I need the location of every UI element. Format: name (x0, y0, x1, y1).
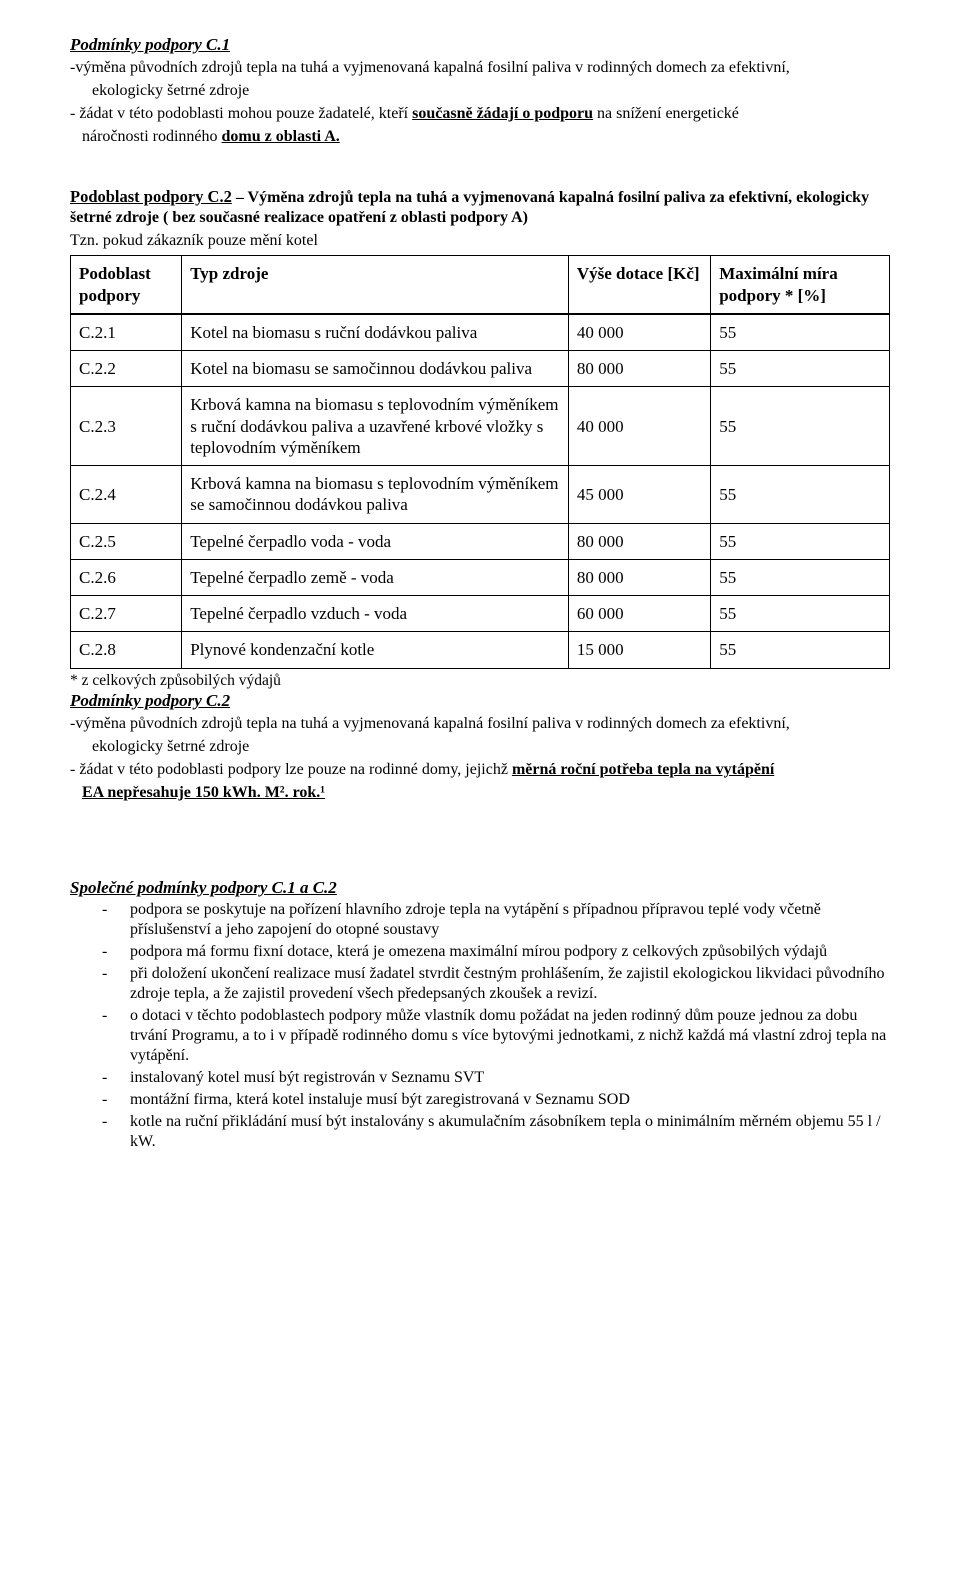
cell: C.2.2 (71, 351, 182, 387)
table-header-row: Podoblast podpory Typ zdroje Výše dotace… (71, 256, 890, 314)
c2-tzn: Tzn. pokud zákazník pouze mění kotel (70, 231, 890, 251)
table-row: C.2.3 Krbová kamna na biomasu s teplovod… (71, 387, 890, 466)
heading-c1: Podmínky podpory C.1 (70, 34, 890, 55)
cell: Krbová kamna na biomasu s teplovodním vý… (182, 466, 569, 524)
th-2: Výše dotace [Kč] (568, 256, 710, 314)
c2cond-line4-u: EA nepřesahuje 150 kWh. M². rok.¹ (82, 784, 325, 801)
cell: C.2.3 (71, 387, 182, 466)
c1-line4: náročnosti rodinného domu z oblasti A. (70, 127, 890, 147)
bullet-item: podpora má formu fixní dotace, která je … (130, 942, 890, 962)
table-row: C.2.6 Tepelné čerpadlo země - voda 80 00… (71, 559, 890, 595)
table-row: C.2.4 Krbová kamna na biomasu s teplovod… (71, 466, 890, 524)
c1-line4-u: domu z oblasti A. (222, 128, 340, 145)
cell: 80 000 (568, 523, 710, 559)
c2cond-line2: ekologicky šetrné zdroje (70, 737, 890, 757)
bullet-item: instalovaný kotel musí být registrován v… (130, 1068, 890, 1088)
cell: 55 (711, 466, 890, 524)
cell: C.2.6 (71, 559, 182, 595)
c1-line4-pre: náročnosti rodinného (82, 128, 222, 145)
page: Podmínky podpory C.1 -výměna původních z… (0, 0, 960, 1192)
bullet-item: montážní firma, která kotel instaluje mu… (130, 1090, 890, 1110)
cell: Krbová kamna na biomasu s teplovodním vý… (182, 387, 569, 466)
th-0: Podoblast podpory (71, 256, 182, 314)
c2cond-line3-u: měrná roční potřeba tepla na vytápění (512, 761, 774, 778)
cell: 45 000 (568, 466, 710, 524)
c2cond-line4: EA nepřesahuje 150 kWh. M². rok.¹ (70, 783, 890, 803)
cell: 15 000 (568, 632, 710, 668)
bullet-item: o dotaci v těchto podoblastech podpory m… (130, 1006, 890, 1066)
cell: Kotel na biomasu se samočinnou dodávkou … (182, 351, 569, 387)
c2cond-line1: -výměna původních zdrojů tepla na tuhá a… (70, 714, 890, 734)
cell: C.2.4 (71, 466, 182, 524)
th-1: Typ zdroje (182, 256, 569, 314)
th-3: Maximální míra podpory * [%] (711, 256, 890, 314)
cell: 55 (711, 351, 890, 387)
c2cond-line3: - žádat v této podoblasti podpory lze po… (70, 760, 890, 780)
cell: 55 (711, 314, 890, 351)
c1-line3: - žádat v této podoblasti mohou pouze ža… (70, 104, 890, 124)
cell: 55 (711, 596, 890, 632)
c1-line3-mid: na snížení energetické (593, 105, 739, 122)
cell: Kotel na biomasu s ruční dodávkou paliva (182, 314, 569, 351)
cell: 80 000 (568, 559, 710, 595)
table-footnote: * z celkových způsobilých výdajů (70, 671, 890, 690)
cell: 55 (711, 523, 890, 559)
cell: Plynové kondenzační kotle (182, 632, 569, 668)
cell: C.2.8 (71, 632, 182, 668)
cell: 55 (711, 632, 890, 668)
heading-c2-cond: Podmínky podpory C.2 (70, 690, 890, 711)
c1-line3-u1: současně žádají o podporu (412, 105, 593, 122)
cell: 40 000 (568, 387, 710, 466)
c1-line3-pre: - žádat v této podoblasti mohou pouze ža… (70, 105, 412, 122)
cell: 60 000 (568, 596, 710, 632)
cell: 55 (711, 559, 890, 595)
c2cond-line3-pre: - žádat v této podoblasti podpory lze po… (70, 761, 512, 778)
heading-c2-sub: Podoblast podpory C.2 – Výměna zdrojů te… (70, 187, 890, 228)
cell: C.2.1 (71, 314, 182, 351)
cell: Tepelné čerpadlo vzduch - voda (182, 596, 569, 632)
c1-line2: ekologicky šetrné zdroje (70, 81, 890, 101)
cell: Tepelné čerpadlo voda - voda (182, 523, 569, 559)
cell: 55 (711, 387, 890, 466)
cell: 80 000 (568, 351, 710, 387)
c1-line1: -výměna původních zdrojů tepla na tuhá a… (70, 58, 890, 78)
table-row: C.2.7 Tepelné čerpadlo vzduch - voda 60 … (71, 596, 890, 632)
cell: 40 000 (568, 314, 710, 351)
subsidy-table: Podoblast podpory Typ zdroje Výše dotace… (70, 255, 890, 668)
cell: C.2.7 (71, 596, 182, 632)
cell: C.2.5 (71, 523, 182, 559)
bullet-item: kotle na ruční přikládání musí být insta… (130, 1112, 890, 1152)
table-row: C.2.5 Tepelné čerpadlo voda - voda 80 00… (71, 523, 890, 559)
table-row: C.2.8 Plynové kondenzační kotle 15 000 5… (71, 632, 890, 668)
bullet-item: podpora se poskytuje na pořízení hlavníh… (130, 900, 890, 940)
bullet-item: při doložení ukončení realizace musí žad… (130, 964, 890, 1004)
table-row: C.2.1 Kotel na biomasu s ruční dodávkou … (71, 314, 890, 351)
cell: Tepelné čerpadlo země - voda (182, 559, 569, 595)
c2intro-pre: Podoblast podpory C.2 (70, 187, 232, 206)
table-row: C.2.2 Kotel na biomasu se samočinnou dod… (71, 351, 890, 387)
heading-common: Společné podmínky podpory C.1 a C.2 (70, 877, 890, 898)
common-bullets: podpora se poskytuje na pořízení hlavníh… (70, 900, 890, 1152)
